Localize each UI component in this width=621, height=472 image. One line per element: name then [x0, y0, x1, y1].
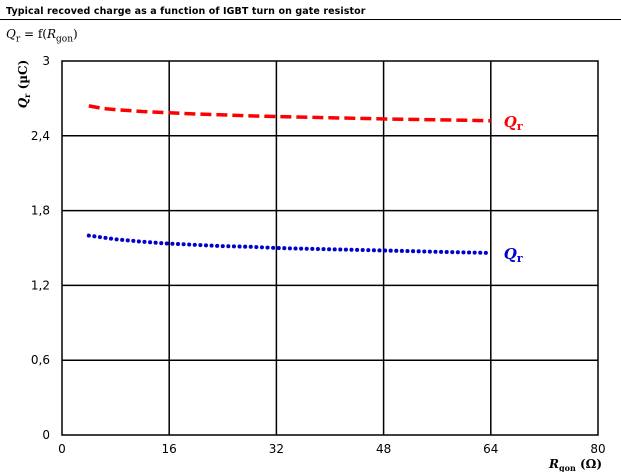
x-tick-label: 64: [483, 442, 498, 456]
subtitle-close: ): [73, 27, 78, 41]
series-label-2: Qr: [504, 245, 523, 265]
plot-frame: [61, 60, 599, 436]
subtitle-q: Q: [6, 27, 16, 41]
x-axis-label: Rgon (Ω): [548, 457, 602, 472]
y-tick-label: 0,6: [31, 353, 50, 367]
y-tick-label: 1,2: [31, 278, 50, 292]
series-label-1: Qr: [504, 113, 523, 133]
y-tick-label: 0: [42, 428, 50, 442]
x-tick-label: 80: [590, 442, 605, 456]
subtitle-eq: = f(: [20, 27, 47, 41]
y-tick-label: 1,8: [31, 204, 50, 218]
title-divider: [0, 19, 621, 20]
series-line-1: [88, 104, 491, 123]
chart-subtitle: Qr = f(Rgon): [6, 27, 78, 44]
subtitle-q-sub: r: [15, 34, 21, 45]
y-tick-label: 2,4: [31, 129, 50, 143]
x-tick-label: 48: [376, 442, 391, 456]
y-axis-label: Qr (µC): [16, 60, 32, 109]
x-tick-label: 0: [58, 442, 66, 456]
subtitle-r: R: [46, 27, 57, 41]
series-line-2: [86, 233, 493, 255]
x-tick-label: 32: [269, 442, 284, 456]
x-tick-label: 16: [162, 442, 177, 456]
y-tick-label: 3: [42, 54, 50, 68]
chart-title: Typical recoved charge as a function of …: [6, 6, 366, 17]
subtitle-r-sub: gon: [56, 34, 73, 45]
